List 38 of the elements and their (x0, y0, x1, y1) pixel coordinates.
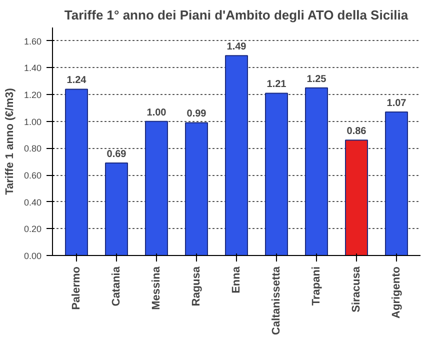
data-label: 1.24 (66, 75, 87, 86)
bar (145, 120, 168, 256)
x-tick-label: Ragusa (190, 266, 202, 306)
data-label: 0.69 (106, 148, 127, 160)
y-tick-label: 1.20 (24, 90, 42, 100)
x-tick-label: Palermo (70, 266, 82, 310)
x-tick-label: Caltanissetta (270, 266, 282, 335)
bar (105, 162, 128, 256)
x-tick-label: Catania (110, 266, 122, 306)
bar (305, 87, 328, 256)
data-label: 1.49 (226, 42, 247, 53)
y-tick-label: 1.40 (24, 63, 42, 74)
bar (345, 140, 368, 256)
y-tick-label: 0.40 (24, 197, 42, 208)
bar (225, 55, 248, 256)
data-label: 0.99 (186, 108, 207, 120)
x-tick-label: Messina (150, 266, 162, 310)
x-tick-label: Enna (230, 266, 242, 294)
data-label: 0.86 (346, 126, 367, 138)
bar (65, 88, 88, 256)
y-tick-label: 0.80 (24, 144, 42, 154)
data-label: 1.00 (146, 107, 167, 118)
y-tick-label: 1.60 (24, 36, 42, 46)
y-tick-label: 0.00 (24, 251, 42, 261)
data-label: 1.07 (386, 98, 407, 109)
bar (385, 111, 408, 256)
y-axis-title: Tariffe 1 anno (€/m3) (4, 88, 16, 195)
y-tick-label: 0.20 (24, 224, 42, 234)
bar (185, 122, 208, 256)
x-tick-label: Siracusa (350, 266, 362, 312)
chart-title: Tariffe 1° anno dei Piani d'Ambito degli ATO della Sicilia (64, 8, 409, 22)
y-tick-label: 0.60 (24, 170, 42, 181)
x-tick-label: Trapani (310, 266, 322, 306)
y-tick-label: 1.00 (24, 116, 42, 127)
bar (265, 92, 288, 256)
x-tick-label: Agrigento (390, 266, 402, 318)
data-label: 1.21 (266, 79, 287, 90)
data-label: 1.25 (306, 74, 327, 85)
